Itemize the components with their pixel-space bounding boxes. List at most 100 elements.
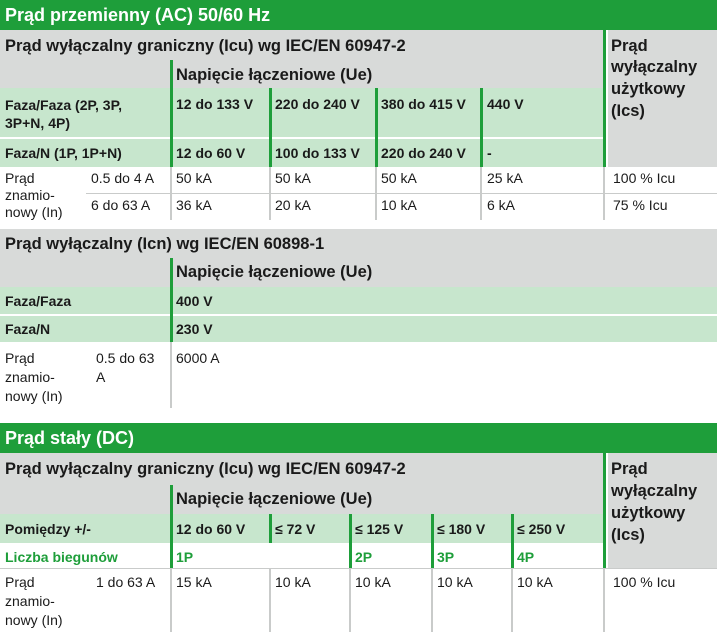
ac-icu-value: 50 kA (275, 170, 311, 186)
ac-range: 6 do 63 A (91, 197, 151, 213)
dc-divider (603, 453, 606, 568)
dc-between-value: ≤ 250 V (517, 521, 566, 537)
ac-faza-n-label: Faza/N (1P, 1P+N) (5, 145, 122, 161)
ac-icn-row-separator (0, 314, 717, 316)
ac-ics-header-4: (Ics) (611, 102, 645, 120)
ac-rated-label-3: nowy (In) (5, 204, 63, 220)
ac-icu-value: 50 kA (381, 170, 417, 186)
ac-faza-faza-label-1: Faza/Faza (2P, 3P, (5, 97, 122, 113)
dc-divider (170, 485, 173, 568)
dc-label-green-bg (0, 514, 170, 543)
ac-icn-title: Prąd wyłączalny (Icn) wg IEC/EN 60898-1 (5, 235, 325, 253)
ac-divider (170, 60, 173, 167)
dc-grid-line (349, 568, 351, 632)
ac-icn-faza-faza-label: Faza/Faza (5, 293, 72, 309)
ac-icu-value: 10 kA (381, 197, 417, 213)
dc-grid-line (511, 568, 513, 632)
ac-divider (375, 88, 378, 167)
ac-ics-value: 100 % Icu (613, 170, 676, 186)
ac-range: 0.5 do 4 A (91, 170, 155, 186)
ac-icn-rated-label-1: Prąd (5, 350, 35, 366)
ac-faza-n-value: - (487, 145, 492, 161)
ac-rated-label-1: Prąd (5, 170, 35, 186)
dc-grid-line (0, 568, 717, 569)
dc-rated-label-1: Prąd (5, 574, 35, 590)
dc-section-header: Prąd stały (DC) (0, 423, 717, 453)
dc-ics-header-1: Prąd (611, 460, 648, 478)
ac-icn-voltage-header: Napięcie łączeniowe (Ue) (176, 263, 373, 281)
dc-between-value: ≤ 72 V (275, 521, 316, 537)
dc-ics-header-3: użytkowy (611, 504, 686, 522)
ac-grid-line (86, 193, 717, 194)
dc-range: 1 do 63 A (96, 574, 156, 590)
dc-between-value: 12 do 60 V (176, 521, 246, 537)
ac-divider (603, 30, 606, 167)
ac-rated-label-2: znamio- (5, 187, 55, 203)
ac-faza-faza-label-2: 3P+N, 4P) (5, 115, 70, 131)
ac-icn-divider (170, 258, 173, 342)
dc-icu-header-bg (0, 453, 603, 514)
ac-icu-value: 25 kA (487, 170, 523, 186)
dc-icu-value: 10 kA (437, 574, 473, 590)
ac-icu-title: Prąd wyłączalny graniczny (Icu) wg IEC/E… (5, 37, 406, 55)
ac-voltage-header: Napięcie łączeniowe (Ue) (176, 66, 373, 84)
ac-title: Prąd przemienny (AC) 50/60 Hz (5, 5, 271, 25)
ac-icu-header-bg (0, 30, 603, 88)
dc-divider (269, 514, 272, 543)
ac-ics-header-bg (608, 30, 717, 167)
dc-ics-header-4: (Ics) (611, 526, 645, 544)
ac-icn-faza-n-label: Faza/N (5, 321, 51, 337)
ac-divider (480, 88, 483, 167)
dc-ics-header-2: wyłączalny (611, 482, 698, 500)
dc-grid-line (603, 568, 605, 632)
ac-icn-header-bg (0, 229, 717, 287)
ac-row-separator (0, 137, 603, 139)
ac-icn-range-2: A (96, 369, 106, 385)
dc-grid-line (269, 568, 271, 632)
ac-ics-header-2: wyłączalny (611, 58, 698, 76)
dc-between-label: Pomiędzy +/- (5, 521, 91, 537)
ac-faza-n-value: 220 do 240 V (381, 145, 466, 161)
dc-icu-value: 10 kA (517, 574, 553, 590)
ac-icu-value: 50 kA (176, 170, 212, 186)
ac-divider (269, 88, 272, 167)
ac-icn-rated-label-3: nowy (In) (5, 388, 63, 404)
ac-icn-grid-line (170, 342, 172, 408)
dc-ics-value: 100 % Icu (613, 574, 676, 590)
dc-values-green-bg (173, 514, 603, 543)
ac-ics-header-3: użytkowy (611, 80, 686, 98)
ac-icn-value: 6000 A (176, 350, 220, 366)
ac-faza-faza-value: 12 do 133 V (176, 96, 254, 112)
ac-icn-faza-n-value: 230 V (176, 321, 213, 337)
dc-between-value: ≤ 180 V (437, 521, 486, 537)
ac-ics-header-1: Prąd (611, 37, 648, 55)
ac-values-green-bg (173, 88, 603, 167)
dc-grid-line (431, 568, 433, 632)
ac-icu-value: 36 kA (176, 197, 212, 213)
ac-faza-faza-value: 380 do 415 V (381, 96, 466, 112)
ac-faza-faza-value: 220 do 240 V (275, 96, 360, 112)
ac-icn-faza-faza-value: 400 V (176, 293, 213, 309)
dc-divider (431, 514, 434, 568)
ac-faza-n-value: 12 do 60 V (176, 145, 246, 161)
ac-label-green-bg (0, 88, 170, 167)
ac-faza-n-value: 100 do 133 V (275, 145, 360, 161)
dc-poles-value: 2P (355, 549, 373, 565)
ac-icu-value: 20 kA (275, 197, 311, 213)
dc-icu-value: 10 kA (275, 574, 311, 590)
dc-poles-value: 1P (176, 549, 194, 565)
dc-icu-value: 15 kA (176, 574, 212, 590)
dc-divider (511, 514, 514, 568)
ac-section-header: Prąd przemienny (AC) 50/60 Hz (0, 0, 717, 30)
ac-faza-faza-value: 440 V (487, 96, 524, 112)
dc-divider (349, 514, 352, 568)
dc-voltage-header: Napięcie łączeniowe (Ue) (176, 490, 373, 508)
dc-icu-value: 10 kA (355, 574, 391, 590)
dc-poles-value: 3P (437, 549, 455, 565)
dc-rated-label-3: nowy (In) (5, 612, 63, 628)
dc-grid-line (170, 568, 172, 632)
ac-icu-value: 6 kA (487, 197, 516, 213)
ac-icn-range-1: 0.5 do 63 (96, 350, 155, 366)
ac-ics-value: 75 % Icu (613, 197, 668, 213)
